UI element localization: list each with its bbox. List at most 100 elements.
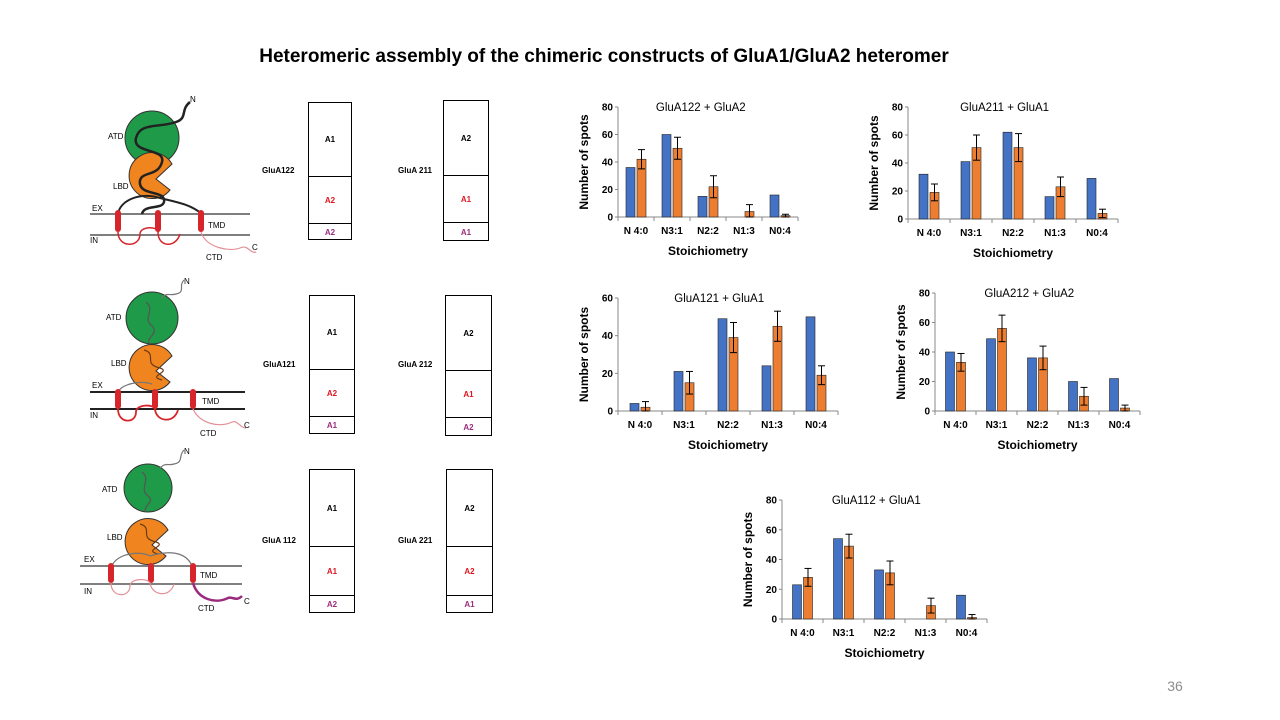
ex-label: EX: [84, 555, 95, 564]
bar-blue: [1109, 378, 1119, 412]
y-axis-label: Number of spots: [894, 304, 908, 400]
n-terminus-label: N: [184, 447, 190, 456]
y-tick-label: 40: [892, 159, 904, 170]
atd-domain: [123, 463, 173, 513]
construct-box: A2 A1 A1: [443, 100, 489, 241]
x-tick-label: N1:3: [761, 420, 783, 431]
x-tick-label: N0:4: [956, 628, 978, 639]
x-tick-label: N0:4: [1109, 420, 1131, 431]
x-tick-label: N2:2: [717, 420, 739, 431]
tmd-helix: [198, 210, 204, 232]
construct-box: A1 A1 A2: [309, 469, 355, 613]
construct-segment: A2: [464, 503, 475, 513]
lbd-label: LBD: [107, 533, 123, 542]
y-tick-label: 0: [771, 615, 777, 626]
construct-segment: A2: [447, 546, 492, 596]
tmd-helix: [152, 389, 158, 409]
ctd-label: CTD: [198, 604, 215, 613]
y-tick-label: 0: [924, 407, 930, 418]
y-axis-label: Number of spots: [577, 307, 591, 403]
ex-label: EX: [92, 204, 103, 213]
construct-name: GluA 211: [398, 166, 432, 175]
y-tick-label: 80: [892, 103, 904, 114]
bar-blue: [717, 318, 728, 412]
tmd-helix: [115, 389, 121, 409]
x-tick-label: N2:2: [874, 628, 896, 639]
x-tick-label: N 4:0: [624, 226, 649, 237]
x-axis-label: Stoichiometry: [844, 646, 924, 660]
y-axis-label: Number of spots: [867, 115, 881, 211]
y-tick-label: 60: [919, 318, 931, 329]
construct-segment: A1: [326, 503, 338, 513]
y-tick-label: 40: [919, 348, 931, 359]
y-tick-label: 0: [607, 407, 613, 418]
bar-blue: [805, 316, 816, 412]
lbd-label: LBD: [111, 359, 127, 368]
bar-blue: [1068, 381, 1078, 412]
x-tick-label: N2:2: [1002, 228, 1024, 239]
x-tick-label: N1:3: [1044, 228, 1066, 239]
x-axis-label: Stoichiometry: [688, 438, 768, 452]
x-tick-label: N 4:0: [790, 628, 815, 639]
construct-segment: A1: [444, 175, 488, 223]
bar-blue: [986, 338, 996, 412]
bar-blue: [769, 194, 780, 218]
x-tick-label: N1:3: [915, 628, 937, 639]
y-tick-label: 60: [602, 294, 614, 305]
y-tick-label: 20: [602, 369, 614, 380]
tmd-helix: [115, 210, 121, 232]
x-tick-label: N3:1: [673, 420, 695, 431]
construct-segment: A1: [446, 370, 491, 418]
y-tick-label: 20: [892, 187, 904, 198]
ctd-label: CTD: [200, 429, 217, 438]
tmd-helix: [155, 210, 161, 232]
construct-name: GluA121: [263, 360, 296, 369]
x-tick-label: N 4:0: [917, 228, 942, 239]
bar-blue: [874, 569, 884, 620]
slide-title: Heteromeric assembly of the chimeric con…: [259, 46, 949, 67]
construct-segment: A2: [310, 595, 354, 613]
tmd-helix: [190, 563, 196, 583]
x-tick-label: N1:3: [733, 226, 755, 237]
tmd-label: TMD: [208, 221, 226, 230]
construct-box: A2 A1 A2: [445, 295, 492, 436]
y-tick-label: 60: [766, 525, 778, 536]
construct-name: GluA 212: [398, 360, 433, 369]
construct-segment: A1: [310, 546, 354, 596]
x-axis-label: Stoichiometry: [668, 244, 748, 258]
x-tick-label: N2:2: [697, 226, 719, 237]
y-tick-label: 40: [766, 555, 778, 566]
bar-blue: [833, 538, 843, 620]
lbd-domain: [124, 518, 169, 566]
construct-segment: A2: [446, 417, 491, 436]
ctd-label: CTD: [206, 253, 223, 262]
construct-box: A1 A2 A1: [309, 295, 355, 434]
x-tick-label: N 4:0: [628, 420, 653, 431]
chart-title: GluA122 + GluA2: [656, 102, 746, 114]
bar-blue: [697, 196, 708, 218]
construct-segment: A1: [444, 222, 488, 241]
x-tick-label: N0:4: [769, 226, 791, 237]
y-tick-label: 80: [919, 289, 931, 300]
y-tick-label: 80: [602, 103, 614, 114]
construct-segment: A1: [324, 135, 336, 144]
in-label: IN: [90, 411, 98, 420]
chart-gluA121-gluA1: 0 20 40 60 N 4:0 N3:1 N2:2 N1:3 N0:4 GluA121 + Gl…: [577, 293, 839, 452]
chart-title: GluA211 + GluA1: [960, 102, 1049, 114]
c-terminus-label: C: [252, 243, 258, 252]
in-label: IN: [90, 236, 98, 245]
y-tick-label: 0: [897, 215, 903, 226]
construct-segment: A2: [309, 176, 351, 224]
bar-blue: [1044, 196, 1055, 220]
x-tick-label: N0:4: [805, 420, 827, 431]
x-axis-label: Stoichiometry: [997, 438, 1077, 452]
lbd-label: LBD: [113, 182, 129, 191]
atd-label: ATD: [102, 485, 118, 494]
bar-blue: [1002, 131, 1013, 220]
receptor-schematic-gluA122: N ATD LBD EX IN TMD CTD C: [90, 95, 258, 262]
bar-blue: [945, 351, 955, 412]
y-tick-label: 20: [602, 185, 614, 196]
c-terminus-label: C: [244, 597, 250, 606]
tmd-helix: [108, 563, 114, 583]
in-label: IN: [84, 587, 92, 596]
